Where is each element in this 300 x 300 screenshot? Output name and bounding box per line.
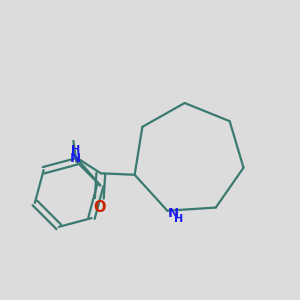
Text: N: N: [168, 207, 179, 220]
Text: H: H: [71, 145, 80, 155]
Text: O: O: [93, 200, 106, 215]
Text: N: N: [70, 152, 81, 165]
Text: H: H: [174, 214, 183, 224]
